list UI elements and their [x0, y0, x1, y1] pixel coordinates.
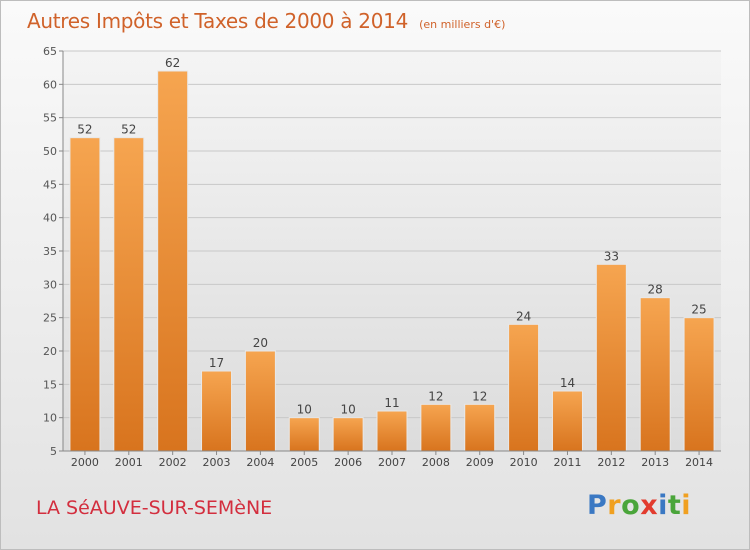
bars: 52 52 62 17 20 10 10 11 12 12 24 14 33 28 25	[69, 56, 715, 452]
logo-letter: i	[658, 490, 668, 521]
x-tick-label: 2001	[115, 456, 143, 469]
y-tick-label: 50	[43, 145, 57, 158]
bar-value-label: 24	[516, 309, 531, 323]
x-tick-label: 2009	[466, 456, 494, 469]
bar-value-label: 17	[209, 356, 224, 370]
bar-value-label: 10	[340, 403, 355, 417]
bar-value-label: 52	[77, 123, 92, 137]
bar	[201, 370, 233, 452]
bar	[332, 417, 364, 452]
x-tick-label: 2006	[334, 456, 362, 469]
bar	[157, 70, 189, 452]
y-tick-label: 5	[50, 445, 57, 458]
bar	[595, 263, 627, 452]
city-name: LA SéAUVE-SUR-SEMèNE	[36, 497, 273, 519]
y-tick-label: 40	[43, 212, 57, 225]
x-tick-label: 2011	[553, 456, 581, 469]
bar	[639, 297, 671, 452]
bar	[551, 390, 583, 452]
x-axis: 2000 2001 2002 2003 2004 2005 2006 2007 2008 2009…	[63, 450, 721, 469]
bar-value-label: 12	[472, 389, 487, 403]
chart-subtitle: (en milliers d'€)	[419, 18, 506, 31]
bar	[69, 137, 101, 452]
x-tick-label: 2004	[246, 456, 274, 469]
y-tick-label: 45	[43, 178, 57, 191]
bar-value-label: 28	[648, 283, 663, 297]
y-axis: 5 10 15 20 25 30 35 40 45 50 55 60 65	[43, 45, 64, 458]
y-tick-label: 55	[43, 112, 57, 125]
title-row: Autres Impôts et Taxes de 2000 à 2014 (e…	[27, 9, 505, 33]
y-tick-label: 15	[43, 378, 57, 391]
logo-letter: x	[640, 490, 659, 521]
x-tick-label: 2008	[422, 456, 450, 469]
logo-letter: i	[681, 490, 692, 521]
bar	[113, 137, 145, 452]
x-tick-label: 2014	[685, 456, 713, 469]
logo-letter: P	[587, 490, 608, 521]
x-tick-label: 2002	[159, 456, 187, 469]
bar-value-label: 52	[121, 123, 136, 137]
bar-value-label: 25	[691, 303, 706, 317]
x-tick-label: 2005	[290, 456, 318, 469]
bar-value-label: 33	[604, 249, 619, 263]
bar-value-label: 12	[428, 389, 443, 403]
chart-title: Autres Impôts et Taxes de 2000 à 2014	[27, 9, 408, 33]
bar	[244, 350, 276, 452]
y-tick-label: 25	[43, 312, 57, 325]
bar	[288, 417, 320, 452]
logo-letter: r	[607, 490, 622, 521]
bar	[683, 317, 715, 452]
logo-letter: t	[667, 490, 682, 521]
y-tick-label: 20	[43, 345, 57, 358]
bar-value-label: 10	[297, 403, 312, 417]
y-tick-label: 65	[43, 45, 57, 58]
y-tick-label: 30	[43, 278, 57, 291]
bar	[464, 403, 496, 452]
bar-value-label: 20	[253, 336, 268, 350]
x-tick-label: 2012	[597, 456, 625, 469]
x-tick-label: 2010	[510, 456, 538, 469]
logo-letter: o	[621, 490, 641, 521]
bar-value-label: 62	[165, 56, 180, 70]
bar	[420, 403, 452, 452]
bar	[376, 410, 408, 452]
x-tick-label: 2003	[203, 456, 231, 469]
x-tick-label: 2007	[378, 456, 406, 469]
bar-value-label: 14	[560, 376, 575, 390]
x-tick-label: 2000	[71, 456, 99, 469]
y-tick-label: 60	[43, 78, 57, 91]
x-tick-label: 2013	[641, 456, 669, 469]
bar	[508, 323, 540, 452]
y-tick-label: 10	[43, 412, 57, 425]
y-tick-label: 35	[43, 245, 57, 258]
proxiti-logo: Proxiti	[587, 490, 691, 521]
bar-value-label: 11	[384, 396, 399, 410]
